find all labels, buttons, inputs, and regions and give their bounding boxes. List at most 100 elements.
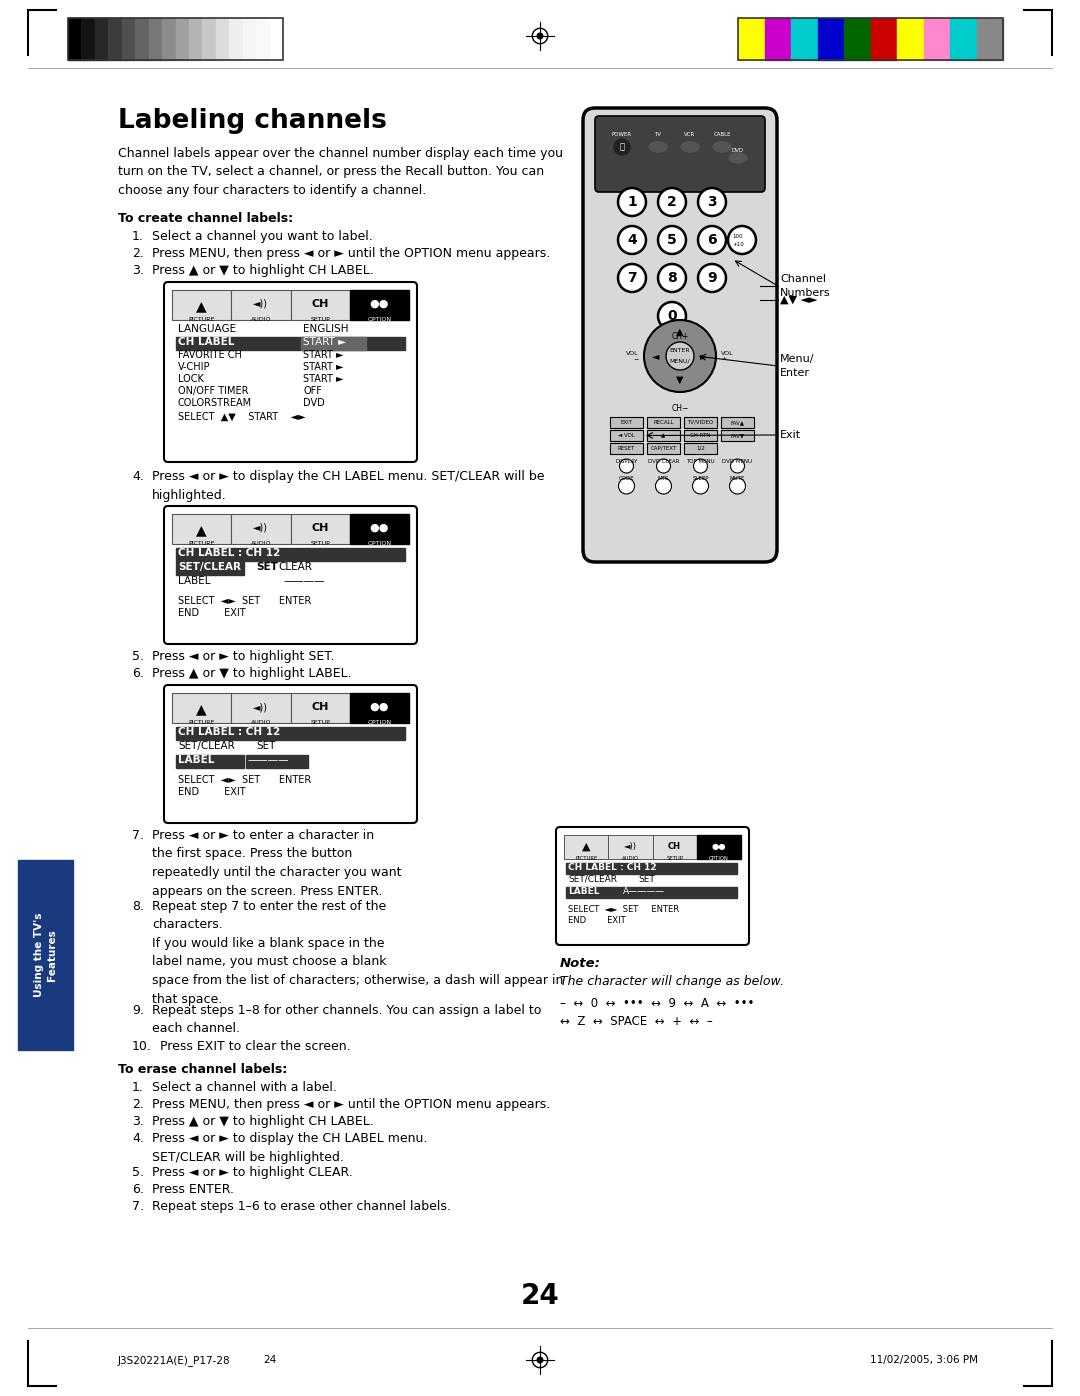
- Bar: [176, 727, 405, 740]
- Text: SETUP: SETUP: [666, 856, 683, 861]
- Text: COLORSTREAM: COLORSTREAM: [178, 398, 252, 408]
- Bar: [350, 514, 409, 544]
- Text: ●●: ●●: [369, 299, 389, 309]
- Text: CH+: CH+: [672, 332, 689, 341]
- Text: CODE: CODE: [619, 476, 634, 482]
- Bar: [162, 18, 175, 60]
- Circle shape: [618, 226, 646, 254]
- Bar: [202, 18, 216, 60]
- Bar: [721, 430, 754, 441]
- Bar: [122, 18, 135, 60]
- Text: DVD MENU: DVD MENU: [723, 459, 753, 463]
- Text: LABEL: LABEL: [568, 886, 599, 896]
- Text: 1.: 1.: [132, 1081, 144, 1094]
- Bar: [135, 18, 149, 60]
- Bar: [610, 443, 643, 454]
- Bar: [291, 514, 350, 544]
- Circle shape: [698, 188, 726, 216]
- Bar: [564, 835, 608, 859]
- Text: 4.: 4.: [132, 1132, 144, 1145]
- Text: ↔  Z  ↔  SPACE  ↔  +  ↔  –: ↔ Z ↔ SPACE ↔ + ↔ –: [561, 1015, 713, 1027]
- Text: PICTURE: PICTURE: [188, 720, 215, 725]
- Bar: [231, 514, 291, 544]
- Text: OPTION: OPTION: [367, 542, 391, 546]
- Text: ENGLISH: ENGLISH: [303, 324, 349, 334]
- Text: SLEEP: SLEEP: [692, 476, 708, 482]
- Text: ▲: ▲: [661, 433, 665, 438]
- Text: CH LABEL : CH 12: CH LABEL : CH 12: [178, 549, 280, 558]
- Bar: [68, 18, 81, 60]
- Bar: [684, 430, 717, 441]
- Text: 24: 24: [521, 1282, 559, 1309]
- Bar: [81, 18, 95, 60]
- Text: Select a channel you want to label.: Select a channel you want to label.: [152, 230, 373, 243]
- Text: SET: SET: [256, 563, 278, 572]
- Bar: [231, 290, 291, 320]
- Text: TV/VIDEO: TV/VIDEO: [688, 420, 714, 424]
- Bar: [172, 514, 231, 544]
- Text: START ►: START ►: [303, 336, 346, 348]
- Bar: [231, 692, 291, 723]
- Bar: [291, 692, 350, 723]
- Bar: [350, 290, 409, 320]
- Text: SELECT  ▲▼    START    ◄►: SELECT ▲▼ START ◄►: [178, 412, 306, 422]
- Text: START ►: START ►: [303, 350, 343, 360]
- Circle shape: [537, 1357, 543, 1362]
- Text: SET: SET: [638, 875, 654, 884]
- Text: SET: SET: [256, 741, 275, 751]
- Ellipse shape: [713, 142, 731, 152]
- Text: ▲: ▲: [197, 299, 207, 313]
- Text: Labeling channels: Labeling channels: [118, 107, 387, 134]
- Bar: [608, 835, 652, 859]
- Bar: [652, 835, 697, 859]
- Text: ►: ►: [700, 350, 707, 362]
- Text: CH: CH: [311, 702, 328, 712]
- Text: Press EXIT to clear the screen.: Press EXIT to clear the screen.: [160, 1040, 351, 1053]
- FancyBboxPatch shape: [556, 826, 750, 945]
- Bar: [738, 18, 765, 60]
- Text: To create channel labels:: To create channel labels:: [118, 212, 293, 225]
- Text: Note:: Note:: [561, 958, 600, 970]
- Circle shape: [532, 28, 548, 43]
- Text: 5: 5: [667, 233, 677, 247]
- Text: Press ◄ or ► to highlight CLEAR.: Press ◄ or ► to highlight CLEAR.: [152, 1166, 353, 1180]
- Text: 4: 4: [627, 233, 637, 247]
- Text: CH LABEL: CH LABEL: [178, 336, 234, 348]
- Text: EXIT: EXIT: [621, 420, 633, 424]
- Text: J3S20221A(E)_P17-28: J3S20221A(E)_P17-28: [118, 1356, 231, 1365]
- Bar: [172, 290, 231, 320]
- Bar: [923, 18, 950, 60]
- Text: START ►: START ►: [303, 362, 343, 371]
- Text: SET/CLEAR: SET/CLEAR: [178, 563, 241, 572]
- Text: PICTURE: PICTURE: [188, 542, 215, 546]
- FancyBboxPatch shape: [164, 505, 417, 644]
- Text: 9: 9: [707, 271, 717, 285]
- Text: RECALL: RECALL: [653, 420, 674, 424]
- Text: Repeat steps 1–6 to erase other channel labels.: Repeat steps 1–6 to erase other channel …: [152, 1201, 450, 1213]
- Text: TOP MENU: TOP MENU: [686, 459, 715, 463]
- Text: MUTE: MUTE: [730, 476, 745, 482]
- Bar: [897, 18, 923, 60]
- Bar: [818, 18, 843, 60]
- Text: ●●: ●●: [712, 842, 726, 852]
- Text: Press ▲ or ▼ to highlight LABEL.: Press ▲ or ▼ to highlight LABEL.: [152, 667, 352, 680]
- Text: 1.: 1.: [132, 230, 144, 243]
- Bar: [246, 755, 308, 768]
- Bar: [108, 18, 122, 60]
- Bar: [647, 417, 680, 429]
- Text: 6.: 6.: [132, 1182, 144, 1196]
- FancyBboxPatch shape: [583, 107, 777, 563]
- Text: FAV▲: FAV▲: [730, 420, 744, 424]
- Circle shape: [537, 34, 543, 39]
- Bar: [870, 18, 897, 60]
- Text: Channel
Numbers: Channel Numbers: [780, 275, 831, 297]
- Text: ▲: ▲: [197, 524, 207, 537]
- Text: 100: 100: [732, 233, 743, 239]
- Text: ▲: ▲: [582, 842, 591, 852]
- Circle shape: [619, 477, 635, 494]
- Circle shape: [618, 264, 646, 292]
- Text: CABLE: CABLE: [713, 133, 731, 137]
- Text: AUDIO: AUDIO: [622, 856, 639, 861]
- Text: ◄)): ◄)): [624, 842, 637, 852]
- Text: CH: CH: [311, 299, 328, 309]
